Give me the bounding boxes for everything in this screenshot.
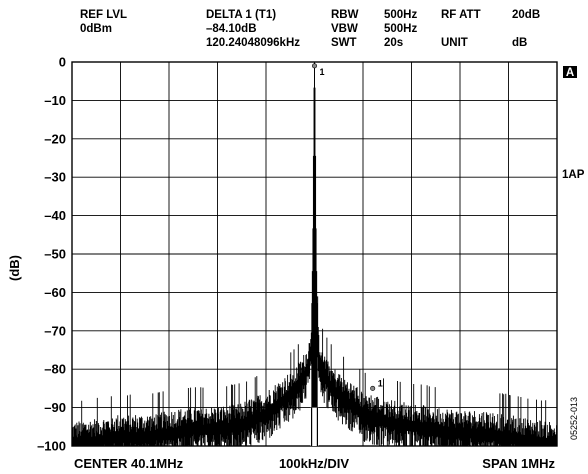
y-tick-label: –80 (44, 362, 66, 377)
ref-lvl-value: 0dBm (80, 23, 112, 35)
rbw-value: 500Hz (384, 9, 417, 21)
y-tick-label: –90 (44, 400, 66, 415)
footer-center: CENTER 40.1MHz (74, 456, 184, 471)
marker-label: 1 (378, 378, 383, 388)
y-tick-label: –60 (44, 285, 66, 300)
header-info: REF LVL 0dBm DELTA 1 (T1) –84.10dB 120.2… (80, 9, 540, 49)
side-box-a-text: A (566, 67, 574, 79)
trace-mode-label: 1AP (562, 169, 585, 181)
y-tick-labels: 0 –10 –20 –30 –40 –50 –60 –70 –80 –90 –100 (37, 55, 66, 454)
spectrum-trace (71, 65, 558, 446)
y-tick-label: –30 (44, 170, 66, 185)
marker-point (370, 385, 376, 391)
footer-span: SPAN 1MHz (482, 456, 555, 471)
trace-group (71, 65, 558, 446)
footer-div: 100kHz/DIV (279, 456, 349, 471)
unit-label: UNIT (441, 37, 468, 49)
side-box-a-bg (563, 66, 577, 78)
markers-group: 11 (311, 63, 383, 391)
delta-label: DELTA 1 (T1) (206, 9, 276, 21)
rbw-label: RBW (331, 9, 359, 21)
figure-id: 05252-013 (569, 397, 579, 440)
delta-level: –84.10dB (206, 23, 257, 35)
side-box-a: A (563, 66, 577, 79)
vbw-label: VBW (331, 23, 358, 35)
ref-lvl-label: REF LVL (80, 9, 127, 21)
y-tick-label: –50 (44, 247, 66, 262)
delta-freq: 120.24048096kHz (206, 37, 300, 49)
y-axis-label: (dB) (7, 255, 22, 281)
swt-value: 20s (384, 37, 403, 49)
rf-att-value: 20dB (512, 9, 540, 21)
marker-point (311, 63, 317, 69)
y-tick-label: –40 (44, 208, 66, 223)
rf-att-label: RF ATT (441, 9, 481, 21)
y-tick-label: –10 (44, 93, 66, 108)
vbw-value: 500Hz (384, 23, 417, 35)
y-tick-label: –20 (44, 131, 66, 146)
marker-label: 1 (320, 67, 325, 77)
y-tick-label: –100 (37, 439, 66, 454)
y-tick-label: –70 (44, 323, 66, 338)
unit-value: dB (512, 37, 527, 49)
carrier-notch (310, 407, 319, 446)
swt-label: SWT (331, 37, 357, 49)
y-tick-label: 0 (59, 55, 66, 70)
